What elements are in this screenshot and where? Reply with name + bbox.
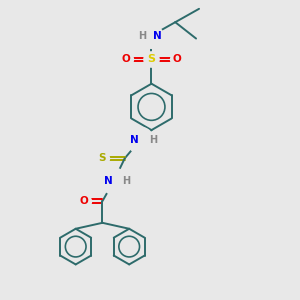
Text: N: N	[103, 176, 112, 186]
Text: N: N	[130, 135, 139, 145]
Text: H: H	[122, 176, 130, 186]
Text: O: O	[80, 196, 88, 206]
Text: O: O	[122, 54, 130, 64]
Text: S: S	[148, 54, 155, 64]
Text: O: O	[172, 54, 181, 64]
Text: N: N	[153, 31, 162, 40]
Text: S: S	[98, 153, 106, 163]
Text: H: H	[149, 135, 157, 145]
Text: H: H	[138, 31, 146, 40]
